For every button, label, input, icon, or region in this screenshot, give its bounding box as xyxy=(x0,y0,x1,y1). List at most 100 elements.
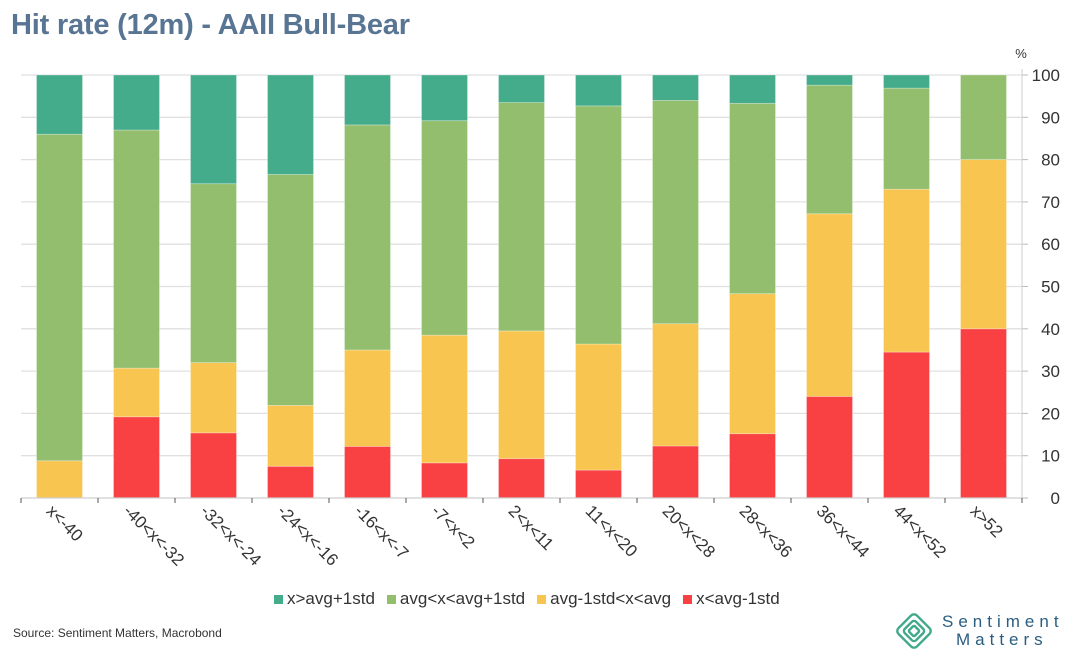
bar-segment-avg-1std-x-avg xyxy=(113,367,160,418)
bar-segment-x-avg-1std xyxy=(806,74,853,86)
bar-segment-x-avg-1std xyxy=(190,74,237,185)
bar-stack xyxy=(113,74,160,499)
y-tick-label: 60 xyxy=(1041,235,1060,254)
bar-segment-x-avg-1std xyxy=(729,74,776,104)
logo-line-2: Matters xyxy=(956,630,1048,649)
y-tick-label: 70 xyxy=(1041,193,1060,212)
bar-stack xyxy=(344,74,391,499)
bar-segment-x-avg-1std xyxy=(575,469,622,499)
bar-segment-avg-1std-x-avg xyxy=(190,362,237,434)
legend-label: x<avg-1std xyxy=(696,589,780,608)
x-tick-label: 36<x<44 xyxy=(813,501,873,561)
logo-line-1: Sentiment xyxy=(942,612,1064,631)
bar-segment-x-avg-1std xyxy=(883,74,930,89)
bar-segment-x-avg-1std xyxy=(113,74,160,131)
x-tick-label: -24<x<-16 xyxy=(274,501,342,569)
bar-segment-x-avg-1std xyxy=(344,74,391,126)
bar-segment-avg-x-avg-1std xyxy=(575,105,622,345)
legend-item: x<avg-1std xyxy=(683,589,780,609)
bar-segment-x-avg-1std xyxy=(575,74,622,107)
bar-segment-x-avg-1std xyxy=(960,328,1007,499)
bar-segment-avg-x-avg-1std xyxy=(190,183,237,364)
bar-stack xyxy=(267,74,314,499)
bar-segment-x-avg-1std xyxy=(267,74,314,175)
x-tick-label: -7<x<2 xyxy=(428,501,479,552)
bar-stack xyxy=(960,74,1007,499)
x-tick-label: -40<x<-32 xyxy=(120,501,188,569)
source-note: Source: Sentiment Matters, Macrobond xyxy=(13,626,222,640)
bar-segment-x-avg-1std xyxy=(190,432,237,499)
bar-segment-avg-1std-x-avg xyxy=(36,460,83,499)
legend-swatch xyxy=(683,594,693,604)
bar-segment-avg-x-avg-1std xyxy=(652,99,699,325)
bar-segment-avg-1std-x-avg xyxy=(806,213,853,397)
bar-segment-x-avg-1std xyxy=(421,74,468,122)
logo: Sentiment Matters xyxy=(895,612,1064,650)
x-tick-label: -32<x<-24 xyxy=(197,501,265,569)
bar-segment-avg-1std-x-avg xyxy=(883,188,930,353)
y-tick-label: 0 xyxy=(1051,489,1060,508)
bar-segment-avg-1std-x-avg xyxy=(344,349,391,447)
legend-label: x>avg+1std xyxy=(287,589,375,608)
bar-segment-x-avg-1std xyxy=(113,416,160,499)
bar-segment-x-avg-1std xyxy=(652,74,699,101)
x-tick-label: x>52 xyxy=(967,501,1007,541)
bar-segment-x-avg-1std xyxy=(344,445,391,499)
bar-segment-avg-x-avg-1std xyxy=(806,84,853,215)
bar-segment-avg-x-avg-1std xyxy=(960,74,1007,160)
bar-segment-x-avg-1std xyxy=(421,462,468,499)
chart-title: Hit rate (12m) - AAII Bull-Bear xyxy=(11,9,410,41)
bar-segment-x-avg-1std xyxy=(36,74,83,135)
legend-item: x>avg+1std xyxy=(274,589,375,609)
legend-item: avg-1std<x<avg xyxy=(537,589,671,609)
x-tick-label: 28<x<36 xyxy=(736,501,796,561)
bar-segment-x-avg-1std xyxy=(498,458,545,499)
y-tick-label: 100 xyxy=(1032,66,1060,85)
x-tick-label: 44<x<52 xyxy=(890,501,950,561)
y-tick-label: 30 xyxy=(1041,362,1060,381)
bar-segment-x-avg-1std xyxy=(883,351,930,499)
bar-stack xyxy=(652,74,699,499)
bar-segment-avg-1std-x-avg xyxy=(498,330,545,460)
y-tick-label: 20 xyxy=(1041,404,1060,423)
bar-stack xyxy=(806,74,853,499)
legend-swatch xyxy=(537,594,547,604)
legend-label: avg<x<avg+1std xyxy=(399,589,526,608)
x-tick-label: 11<x<20 xyxy=(582,501,641,560)
bar-segment-avg-x-avg-1std xyxy=(36,133,83,462)
legend-swatch xyxy=(386,594,396,604)
x-tick-label: -16<x<-7 xyxy=(351,501,413,563)
bar-segment-x-avg-1std xyxy=(498,74,545,103)
bar-segment-avg-x-avg-1std xyxy=(729,102,776,295)
x-tick-label: x<-40 xyxy=(43,501,87,545)
bar-segment-avg-x-avg-1std xyxy=(421,120,468,336)
bar-segment-x-avg-1std xyxy=(267,465,314,499)
legend: x>avg+1std avg<x<avg+1std avg-1std<x<avg x<… xyxy=(274,589,792,609)
bar-stack xyxy=(498,74,545,499)
bar-segment-avg-x-avg-1std xyxy=(883,87,930,190)
legend-swatch xyxy=(274,594,283,604)
bar-stack xyxy=(729,74,776,499)
x-tick-label: 2<x<11 xyxy=(505,501,558,554)
bar-segment-avg-1std-x-avg xyxy=(421,334,468,464)
bar-segment-avg-x-avg-1std xyxy=(498,102,545,332)
bar-stack xyxy=(36,74,83,499)
bar-segment-avg-1std-x-avg xyxy=(960,159,1007,330)
legend-item: avg<x<avg+1std xyxy=(386,589,526,609)
y-axis-unit-label: % xyxy=(1015,46,1027,61)
bar-segment-avg-1std-x-avg xyxy=(652,323,699,447)
bar-stack xyxy=(421,74,468,499)
bar-segment-avg-1std-x-avg xyxy=(267,404,314,467)
bar-segment-avg-x-avg-1std xyxy=(113,129,160,369)
y-tick-label: 50 xyxy=(1041,278,1060,297)
y-tick-label: 40 xyxy=(1041,320,1060,339)
bar-segment-avg-1std-x-avg xyxy=(575,343,622,471)
bar-stack xyxy=(575,74,622,499)
y-tick-label: 10 xyxy=(1041,447,1060,466)
y-tick-label: 80 xyxy=(1041,151,1060,170)
bar-segment-x-avg-1std xyxy=(729,433,776,499)
bar-segment-x-avg-1std xyxy=(652,445,699,499)
x-tick-label: 20<x<28 xyxy=(659,501,719,561)
bar-stack xyxy=(883,74,930,499)
bar-segment-avg-x-avg-1std xyxy=(344,124,391,351)
